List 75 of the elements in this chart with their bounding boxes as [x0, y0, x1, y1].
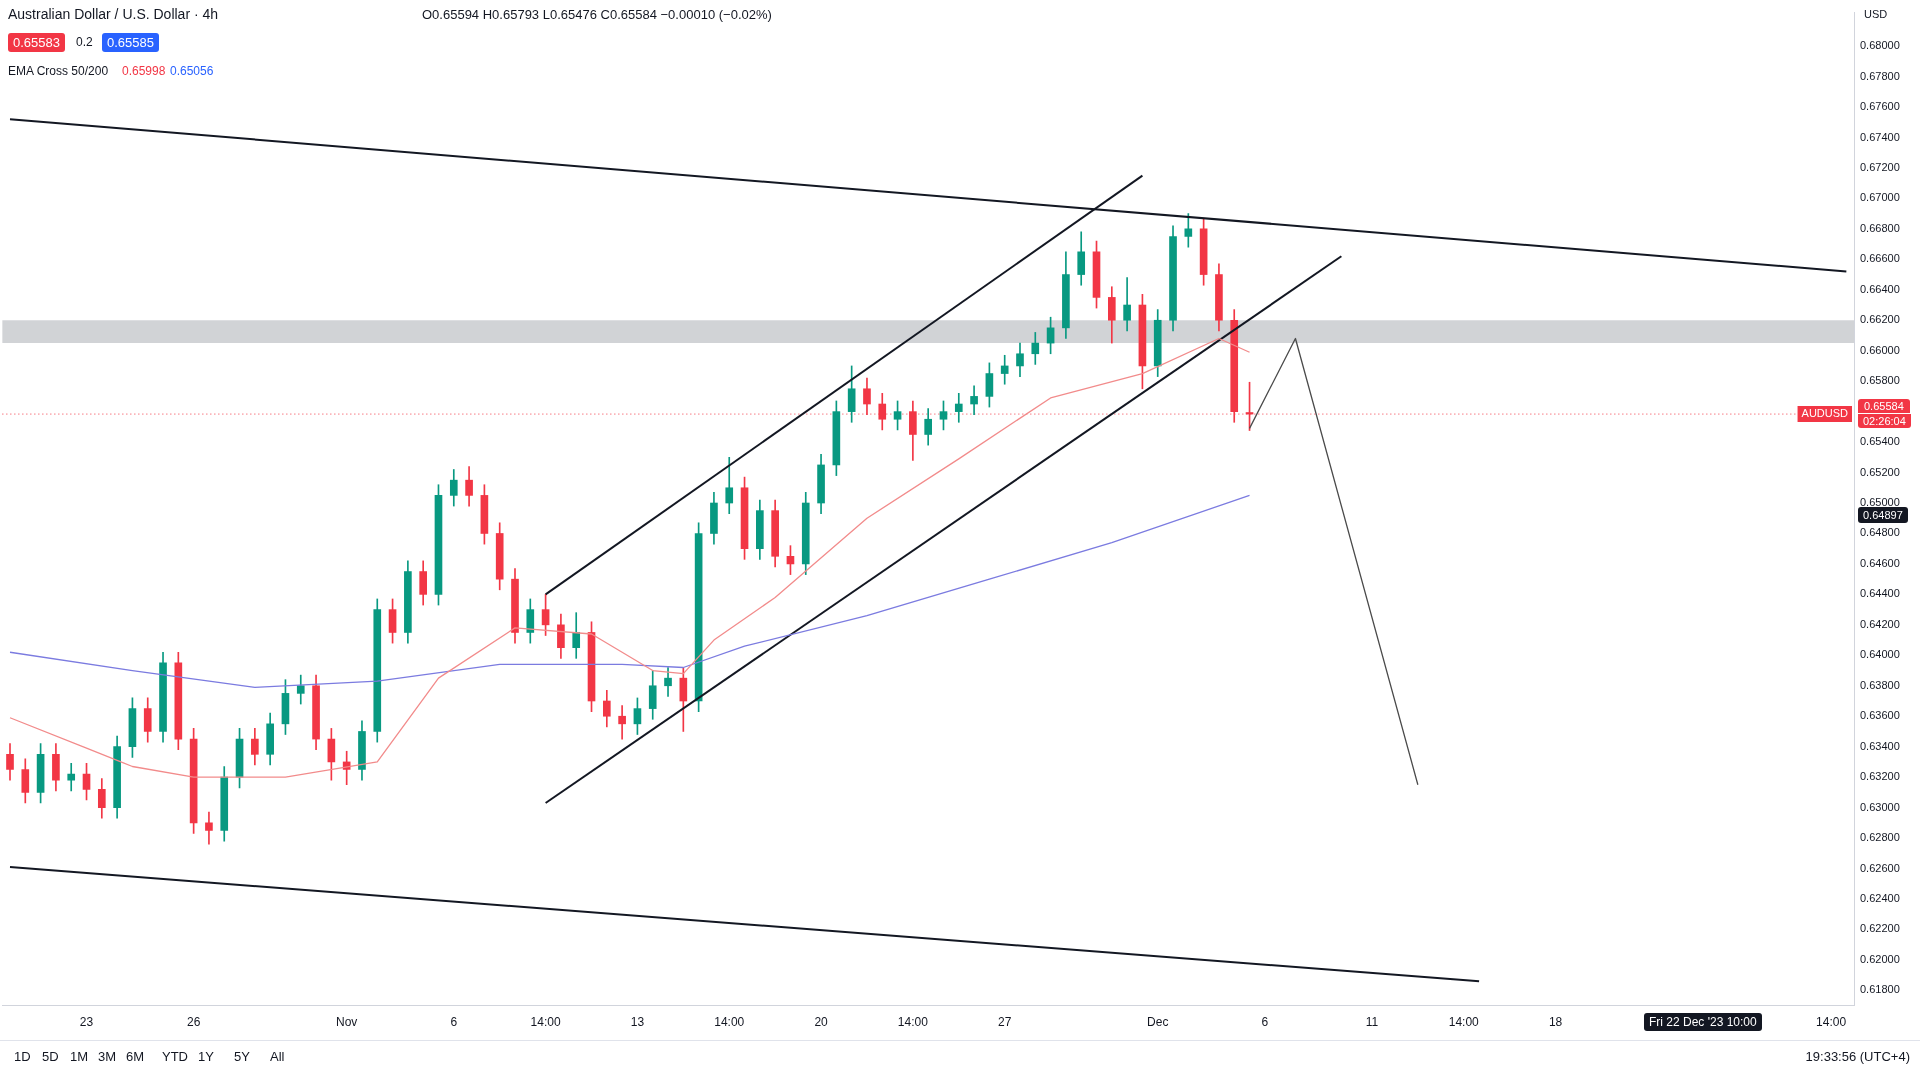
y-tick-label: 0.65200	[1860, 465, 1900, 478]
y-tick-label: 0.64400	[1860, 587, 1900, 600]
y-tick-label: 0.64600	[1860, 556, 1900, 569]
y-tick-label: 0.66200	[1860, 313, 1900, 326]
annotation: 0.65583	[8, 33, 65, 52]
y-tick-label: 0.62000	[1860, 952, 1900, 965]
x-tick-label: Nov	[335, 1015, 358, 1030]
candlestick	[1000, 354, 1009, 385]
y-tick-label: 0.64800	[1860, 526, 1900, 539]
x-tick-label: 6	[1261, 1015, 1269, 1030]
text: 5Y	[234, 1049, 250, 1064]
annotation: O0.65594 H0.65793 L0.65476 C0.65584 −0.00010 (−0.02%)	[422, 7, 772, 22]
text: Fri 22 Dec '23 10:00	[1644, 1013, 1762, 1031]
y-tick-label: 0.65400	[1860, 435, 1900, 448]
candlestick	[970, 385, 978, 415]
text: 1M	[70, 1049, 89, 1064]
y-tick-label: 0.66800	[1860, 221, 1900, 234]
x-tick-label: 23	[79, 1015, 94, 1030]
y-tick-label: 0.62800	[1860, 831, 1900, 844]
y-tick-label: 0.68000	[1860, 39, 1900, 52]
text: 1Y	[198, 1049, 214, 1064]
y-tick-label: 0.67800	[1860, 69, 1900, 82]
y-tick-label: 0.64000	[1860, 648, 1900, 661]
x-tick-label: 6	[450, 1015, 458, 1030]
x-tick-label: 18	[1548, 1015, 1563, 1030]
y-tick-label: 0.65000	[1860, 496, 1900, 509]
candlestick	[954, 393, 963, 423]
text: 5D	[42, 1049, 59, 1064]
y-tick-label: 0.63000	[1860, 800, 1900, 813]
text: 19:33:56 (UTC+4)	[1805, 1049, 1910, 1064]
y-tick-label: 0.63400	[1860, 739, 1900, 752]
y-tick-label: 0.63800	[1860, 678, 1900, 691]
annotation: 0.65998	[122, 64, 166, 78]
text: 0.64897	[1858, 507, 1908, 523]
y-tick-label: 0.67200	[1860, 160, 1900, 173]
y-tick-label: 0.67400	[1860, 130, 1900, 143]
chart-title: Australian Dollar / U.S. Dollar · 4h	[8, 6, 219, 22]
y-tick-label: 0.62200	[1860, 922, 1900, 935]
x-tick-label: 14:00	[530, 1015, 561, 1030]
y-tick-label: 0.65800	[1860, 374, 1900, 387]
x-tick-label: Dec	[1147, 1015, 1169, 1030]
x-tick-label: 20	[814, 1015, 829, 1030]
text: 0.65584	[1858, 399, 1910, 413]
annotation: EMA Cross 50/200	[8, 64, 109, 78]
text: YTD	[162, 1049, 188, 1064]
text: 1D	[14, 1049, 31, 1064]
x-tick-label: 11	[1365, 1015, 1379, 1030]
text: 02:26:04	[1858, 414, 1911, 428]
text: All	[270, 1049, 285, 1064]
annotation: 0.2	[76, 35, 93, 49]
x-tick-label: 27	[998, 1015, 1012, 1030]
y-tick-label: 0.62400	[1860, 892, 1900, 905]
y-tick-label: 0.66600	[1860, 252, 1900, 265]
text: 3M	[98, 1049, 117, 1064]
y-tick-label: 0.64200	[1860, 617, 1900, 630]
annotation: 0.65056	[170, 64, 214, 78]
y-tick-label: 0.67000	[1860, 191, 1900, 204]
y-tick-label: 0.66400	[1860, 282, 1900, 295]
x-tick-label: 13	[630, 1015, 645, 1030]
annotation: 0.65585	[102, 33, 159, 52]
candlestick	[618, 705, 626, 740]
y-tick-label: 0.62600	[1860, 861, 1900, 874]
x-tick-label: 14:00	[1816, 1015, 1847, 1030]
y-tick-label: 0.63200	[1860, 770, 1900, 783]
text: USD	[1864, 8, 1888, 20]
x-tick-label: 14:00	[897, 1015, 929, 1030]
x-tick-label: 26	[186, 1015, 201, 1030]
x-tick-label: 14:00	[714, 1015, 745, 1030]
y-tick-label: 0.67600	[1860, 100, 1900, 113]
y-tick-label: 0.61800	[1860, 983, 1900, 996]
x-tick-label: 14:00	[1448, 1015, 1480, 1030]
y-tick-label: 0.66000	[1860, 343, 1900, 356]
y-tick-label: 0.63600	[1860, 709, 1900, 722]
text: 6M	[126, 1049, 145, 1064]
ref-line-label: AUDUSD	[1801, 407, 1849, 420]
